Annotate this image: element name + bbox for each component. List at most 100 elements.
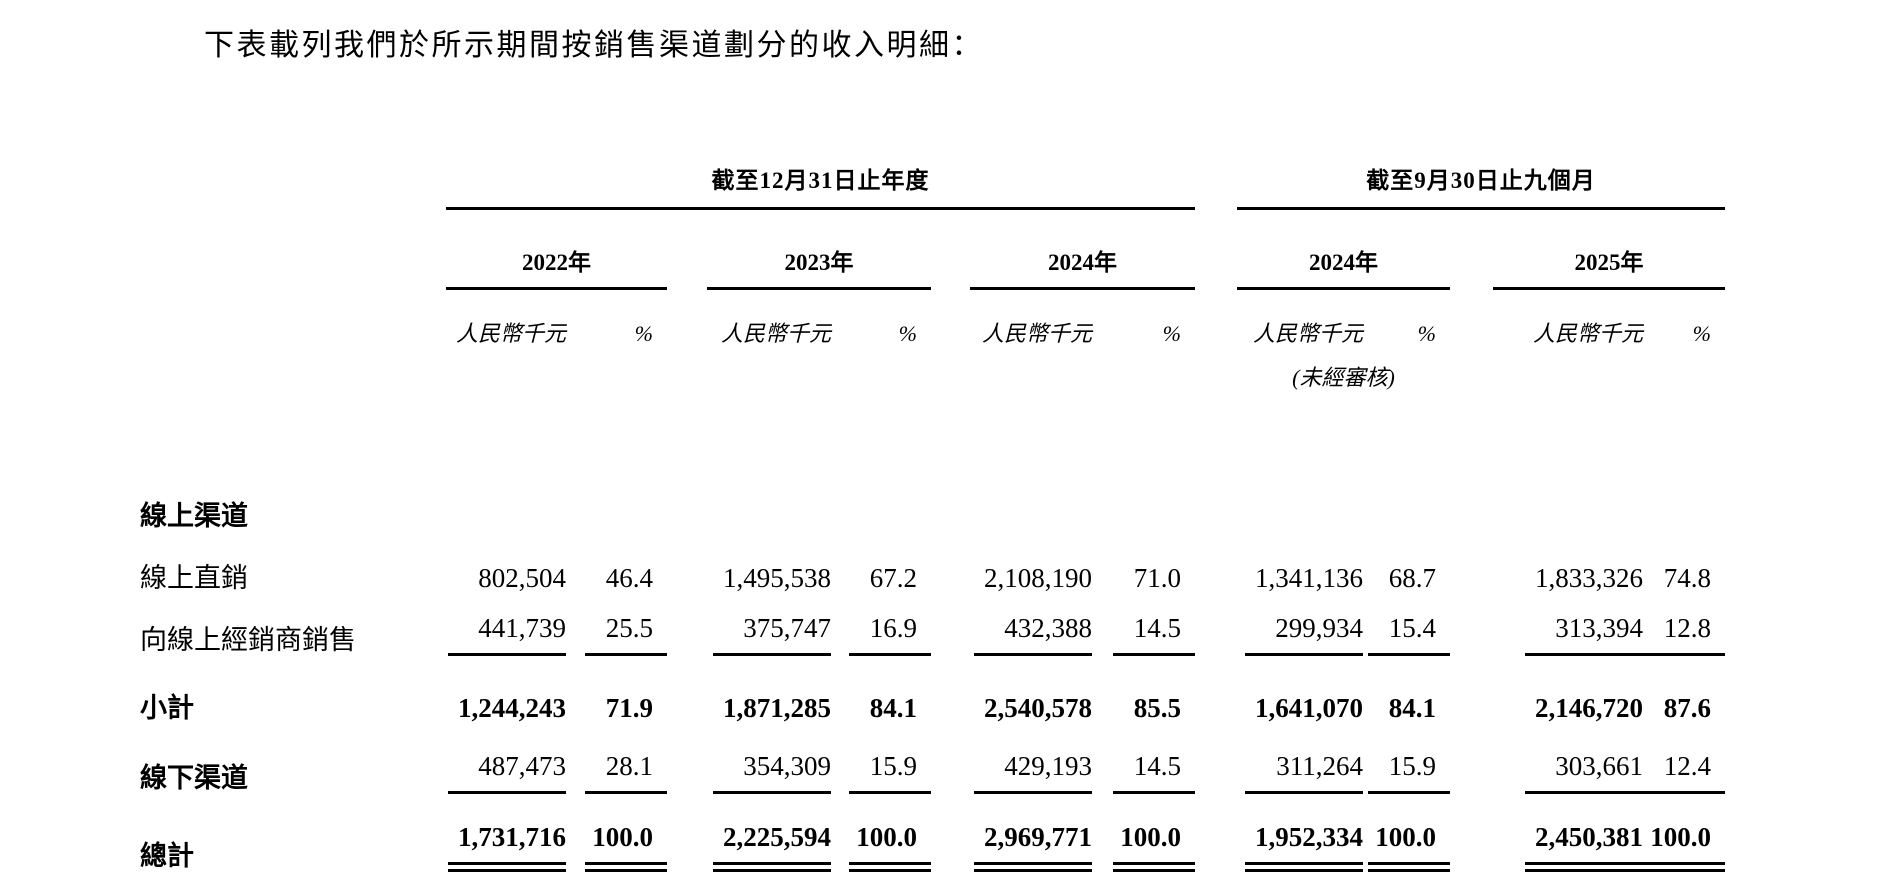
percent-header: % (1417, 320, 1436, 346)
unit-header: 人民幣千元 (1532, 320, 1643, 346)
table-row-offline-channel: 線下渠道 487,473 28.1 354,309 15.9 429,193 1… (140, 724, 1725, 794)
unit-header: 人民幣千元 (720, 320, 831, 346)
table-row-online-direct-sales: 線上直銷 802,504 46.4 1,495,538 67.2 2,108,1… (140, 532, 1725, 594)
gap-cell (1450, 532, 1493, 594)
year-header-row: 2022年 2023年 2024年 2024年 2025年 (140, 208, 1725, 290)
gap-cell (667, 532, 707, 594)
gap-cell (931, 594, 970, 656)
empty-cell (140, 346, 1237, 390)
gap-cell (931, 656, 970, 724)
percent-cell: 15.4 (1363, 594, 1450, 656)
percent-cell: 12.8 (1643, 594, 1725, 656)
amount-cell: 1,731,716 (446, 794, 566, 872)
percent-header: % (898, 320, 917, 346)
amount-cell: 2,969,771 (970, 794, 1092, 872)
gap-cell (1450, 289, 1493, 347)
gap-cell (931, 794, 970, 872)
row-label: 線上渠道 (140, 500, 248, 531)
gap-cell (1195, 656, 1237, 724)
amount-cell: 2,108,190 (984, 562, 1092, 593)
amount-cell: 375,747 (707, 594, 831, 656)
year-header-2024: 2024年 (970, 208, 1195, 290)
gap-cell (1195, 794, 1237, 872)
unit-header-row: 人民幣千元 % 人民幣千元 % 人民幣千元 % 人民幣千元 % 人民幣千元 % (140, 289, 1725, 347)
percent-header: % (1692, 320, 1711, 346)
gap-cell (667, 724, 707, 794)
year-header-2022: 2022年 (446, 208, 667, 290)
percent-cell: 15.9 (831, 724, 931, 794)
table-row-subtotal: 小計 1,244,243 71.9 1,871,285 84.1 2,540,5… (140, 656, 1725, 724)
year-header-2025-9m: 2025年 (1493, 208, 1725, 290)
percent-cell: 100.0 (566, 794, 667, 872)
percent-cell: 74.8 (1663, 562, 1711, 593)
percent-cell: 87.6 (1663, 692, 1711, 723)
gap-cell (667, 794, 707, 872)
unaudited-note: (未經審核) (1292, 364, 1395, 390)
table-row-total: 總計 1,731,716 100.0 2,225,594 100.0 2,969… (140, 794, 1725, 872)
percent-cell: 12.4 (1643, 724, 1725, 794)
row-label: 線上直銷 (140, 562, 248, 593)
percent-header: % (1162, 320, 1181, 346)
amount-cell: 1,871,285 (723, 692, 831, 723)
table-row-sales-to-online-distributors: 向線上經銷商銷售 441,739 25.5 375,747 16.9 432,3… (140, 594, 1725, 656)
amount-cell: 2,450,381 (1493, 794, 1643, 872)
percent-cell: 68.7 (1388, 562, 1436, 593)
gap-cell (931, 209, 970, 289)
percent-cell: 46.4 (605, 562, 653, 593)
gap-cell (1195, 724, 1237, 794)
amount-cell: 2,540,578 (984, 692, 1092, 723)
amount-cell: 299,934 (1237, 594, 1363, 656)
revenue-by-channel-table: 截至12月31日止年度 截至9月30日止九個月 2022年 2023年 2024… (140, 116, 1725, 872)
gap-cell (1450, 594, 1493, 656)
percent-header: % (634, 320, 653, 346)
percent-cell: 100.0 (831, 794, 931, 872)
unit-header: 人民幣千元 (1252, 320, 1363, 346)
percent-cell: 100.0 (1643, 794, 1725, 872)
percent-cell: 67.2 (869, 562, 917, 593)
amount-cell: 2,146,720 (1535, 692, 1643, 723)
amount-cell: 441,739 (446, 594, 566, 656)
gap-cell (667, 289, 707, 347)
percent-cell: 71.9 (605, 692, 653, 723)
amount-cell: 1,952,334 (1237, 794, 1363, 872)
percent-cell: 84.1 (869, 692, 917, 723)
percent-cell: 100.0 (1092, 794, 1195, 872)
percent-cell: 84.1 (1388, 692, 1436, 723)
gap-cell (1450, 724, 1493, 794)
gap-cell (1450, 656, 1493, 724)
table-row-online-channel-section: 線上渠道 (140, 494, 1725, 532)
empty-cell (140, 116, 446, 209)
amount-cell: 2,225,594 (707, 794, 831, 872)
amount-cell: 354,309 (707, 724, 831, 794)
year-header-2023: 2023年 (707, 208, 931, 290)
gap-cell (667, 656, 707, 724)
percent-cell: 25.5 (566, 594, 667, 656)
year-header-2024-9m: 2024年 (1237, 208, 1450, 290)
period-group-annual: 截至12月31日止年度 (446, 116, 1195, 210)
percent-cell: 71.0 (1133, 562, 1181, 593)
amount-cell: 1,833,326 (1535, 562, 1643, 593)
unit-header: 人民幣千元 (455, 320, 566, 346)
amount-cell: 429,193 (970, 724, 1092, 794)
amount-cell: 1,244,243 (458, 692, 566, 723)
percent-cell: 14.5 (1092, 594, 1195, 656)
empty-cell (140, 289, 446, 347)
row-label: 向線上經銷商銷售 (140, 624, 356, 655)
gap-cell (931, 532, 970, 594)
percent-cell: 14.5 (1092, 724, 1195, 794)
amount-cell: 1,341,136 (1255, 562, 1363, 593)
period-group-nine-months: 截至9月30日止九個月 (1237, 116, 1725, 210)
empty-cell (140, 209, 446, 289)
amount-cell: 432,388 (970, 594, 1092, 656)
gap-cell (1195, 532, 1237, 594)
row-label: 線下渠道 (140, 762, 248, 793)
percent-cell: 15.9 (1363, 724, 1450, 794)
gap-cell (1450, 209, 1493, 289)
spacer-row (140, 390, 1725, 494)
percent-cell: 85.5 (1133, 692, 1181, 723)
amount-cell: 303,661 (1493, 724, 1643, 794)
page-title: 下表載列我們於所示期間按銷售渠道劃分的收入明細： (204, 29, 984, 62)
row-label: 小計 (140, 692, 194, 723)
amount-cell: 487,473 (446, 724, 566, 794)
gap-cell (931, 289, 970, 347)
